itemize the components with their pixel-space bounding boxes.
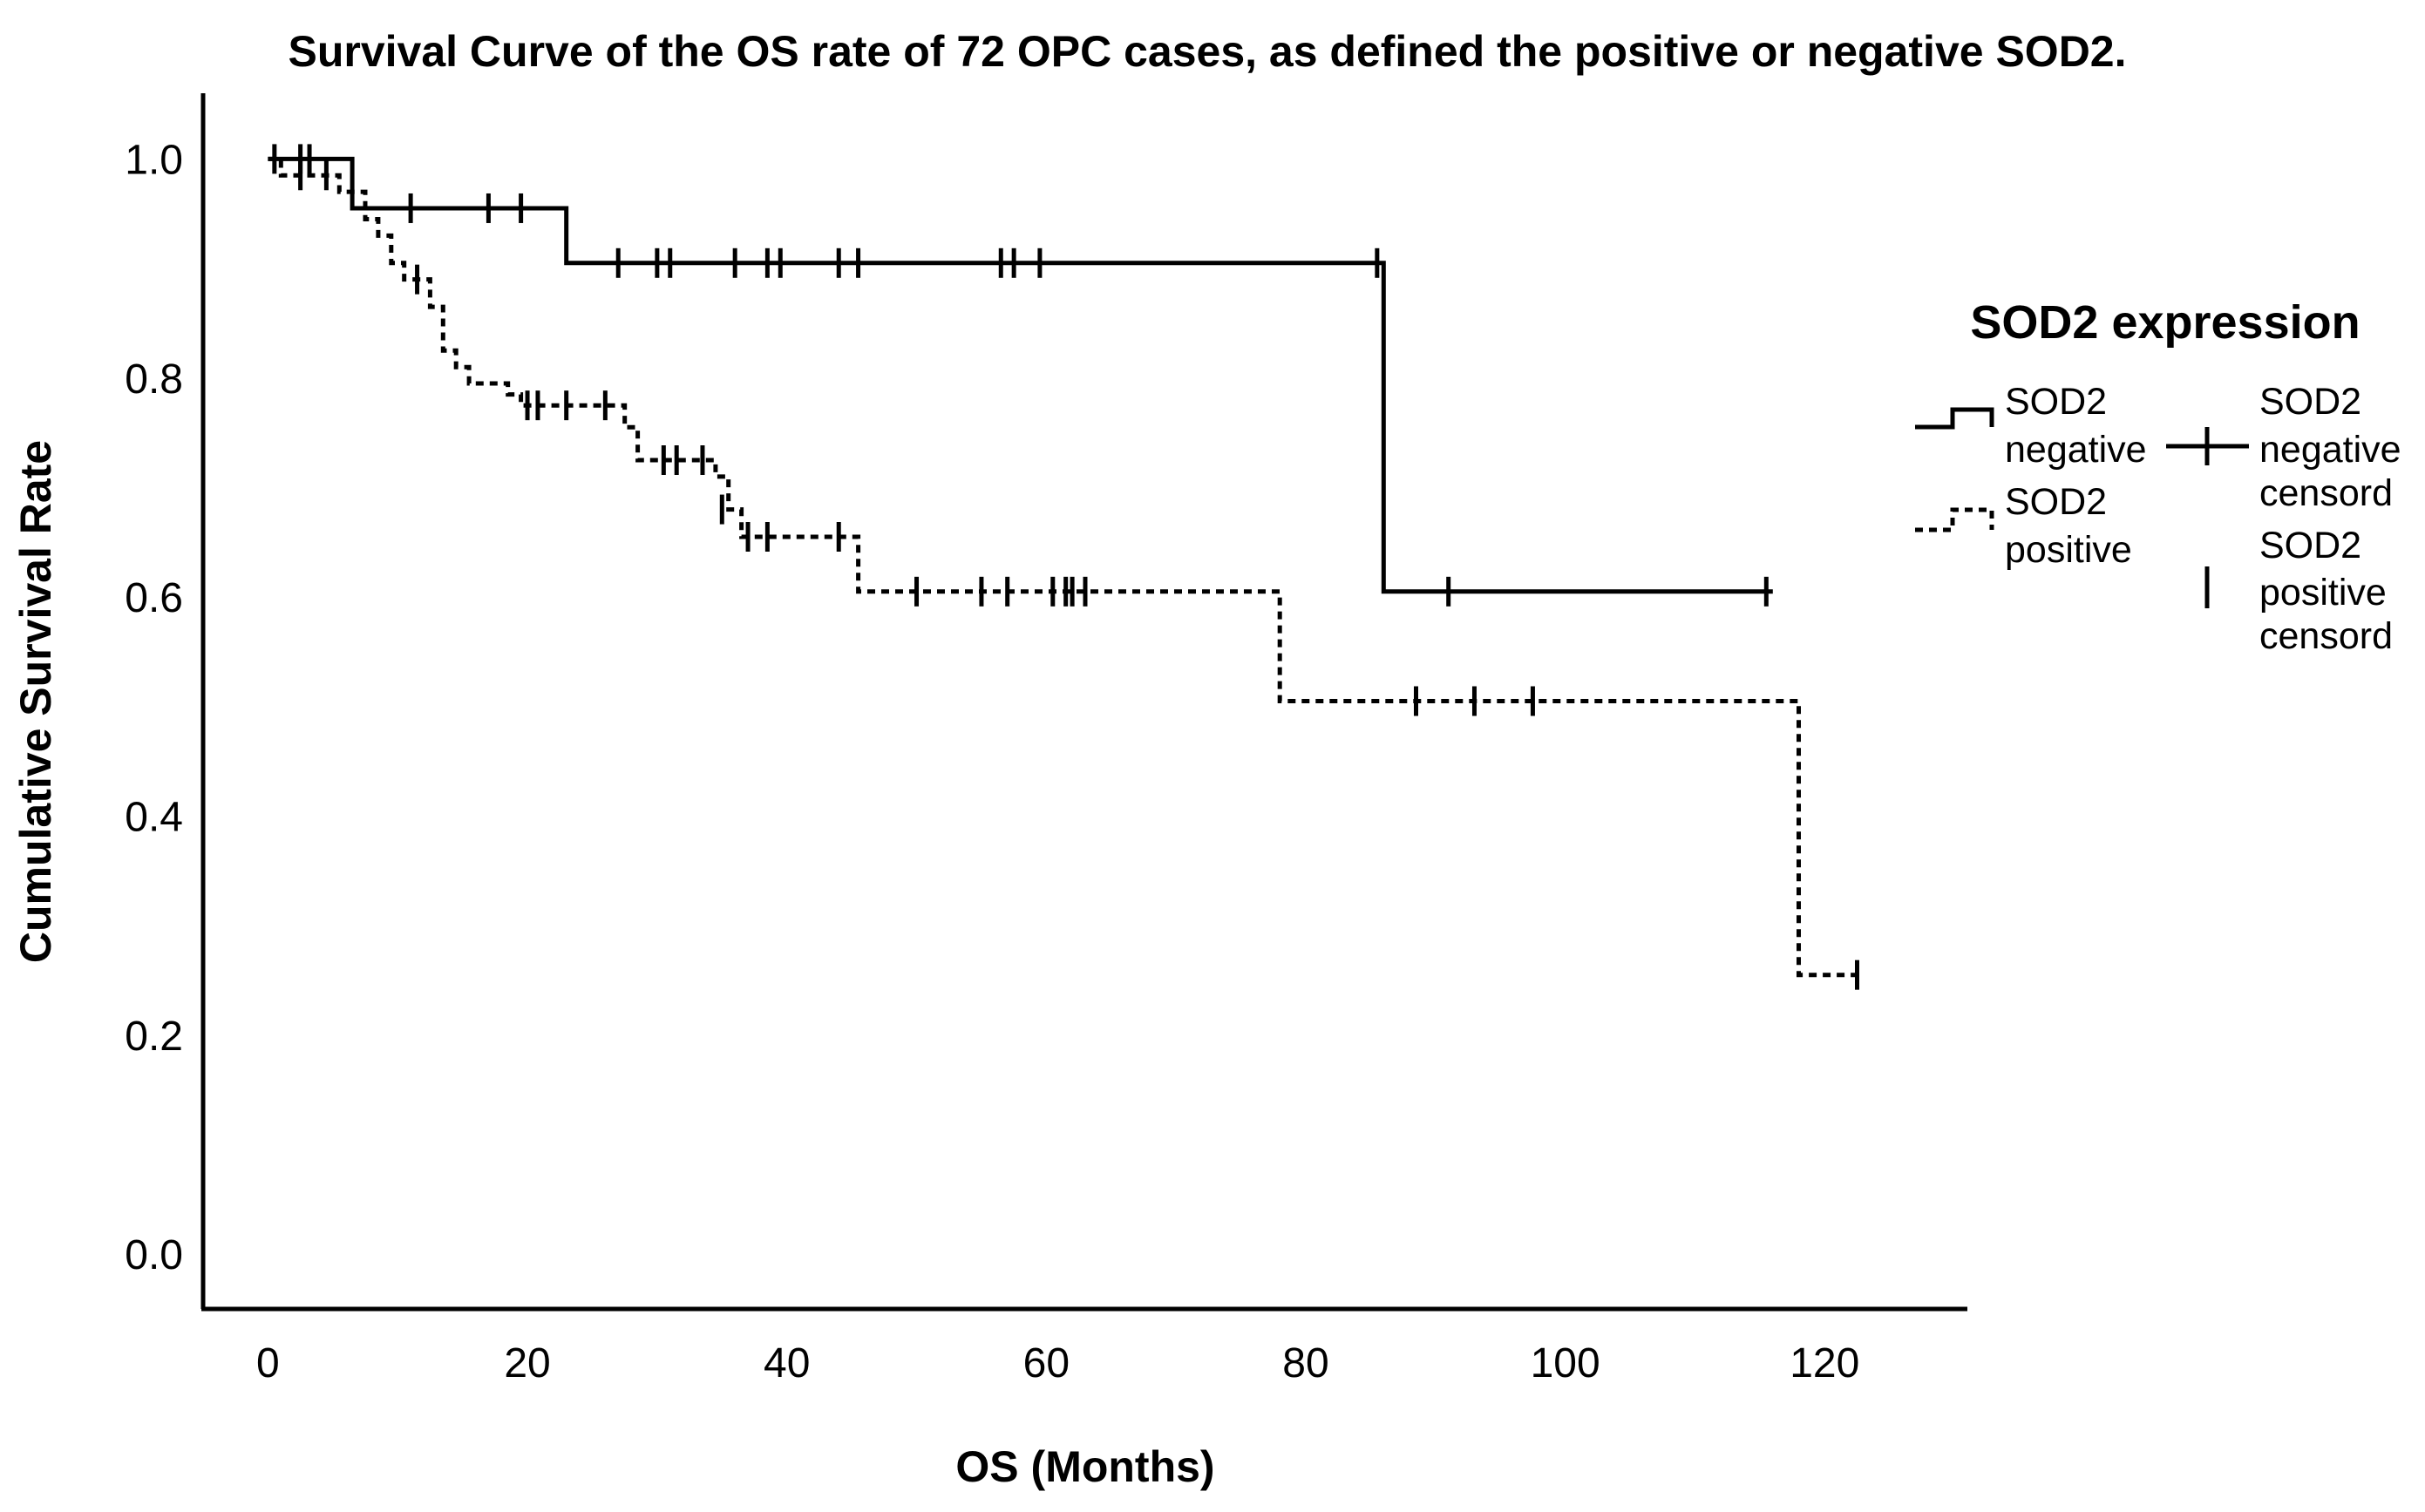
legend-positive-line-icon (1915, 507, 1994, 532)
y-tick-label: 1.0 (125, 137, 183, 183)
x-tick-label: 60 (1023, 1340, 1070, 1387)
x-tick-label: 0 (256, 1340, 280, 1387)
sod2-positive-survival-line (268, 156, 1864, 978)
y-tick-label: 0.2 (125, 1014, 183, 1060)
y-tick-label: 0.8 (125, 356, 183, 403)
x-tick-label: 120 (1790, 1340, 1859, 1387)
legend-positive-censored-label: SOD2 positive censord (2259, 525, 2397, 657)
legend-negative-line-icon (1915, 407, 1994, 430)
sod2-negative-survival-line (268, 156, 1773, 594)
x-tick-label: 80 (1282, 1340, 1328, 1387)
series-layer (268, 144, 1864, 990)
x-axis-label: OS (Months) (955, 1442, 1214, 1491)
x-tick-label: 20 (504, 1340, 550, 1387)
legend-positive-label: SOD2 positive (2005, 481, 2132, 571)
legend-negative-label: SOD2 negative (2005, 381, 2147, 471)
legend-negative-censored-label: SOD2 negative censord (2259, 381, 2412, 514)
y-tick-labels: 0.0 0.2 0.4 0.6 0.8 1.0 (125, 137, 183, 1278)
x-tick-labels: 0 20 40 60 80 100 120 (256, 1340, 1859, 1387)
legend-title: SOD2 expression (1970, 296, 2360, 349)
y-tick-label: 0.4 (125, 794, 183, 840)
legend: SOD2 expression SOD2 negative SOD2 posit… (1915, 296, 2412, 657)
y-tick-label: 0.6 (125, 575, 183, 621)
legend-negative-censored-icon (2166, 427, 2249, 465)
y-axis-label: Cumulative Survival Rate (11, 440, 60, 963)
chart-title: Survival Curve of the OS rate of 72 OPC … (288, 27, 2126, 76)
y-tick-label: 0.0 (125, 1232, 183, 1278)
x-tick-label: 40 (764, 1340, 810, 1387)
x-tick-label: 100 (1531, 1340, 1600, 1387)
axes (200, 93, 1967, 1312)
